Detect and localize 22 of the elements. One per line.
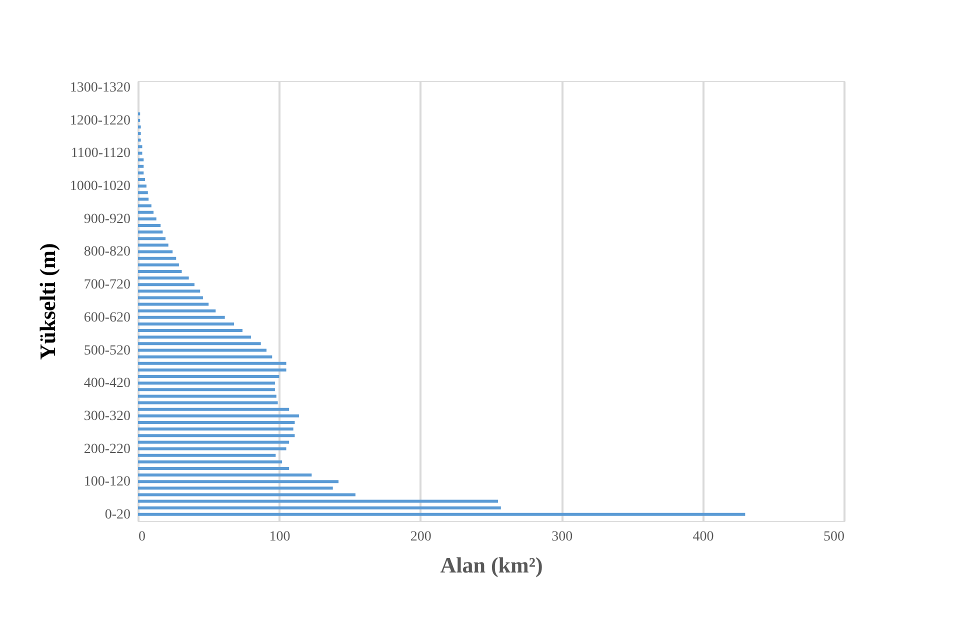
y-tick-label: 600-620 (84, 310, 130, 326)
y-axis-title: Yükselti (m) (34, 243, 60, 360)
y-tick-label: 700-720 (84, 278, 130, 293)
y-tick-label: 100-120 (84, 474, 130, 490)
x-tick-label: 100 (269, 530, 290, 544)
y-tick-label: 800-820 (84, 244, 130, 260)
y-tick-label: 1000-1020 (70, 179, 130, 194)
x-tick-label: 0 (138, 530, 146, 544)
y-tick-label: 400-420 (84, 376, 130, 392)
x-tick-label: 500 (824, 530, 844, 544)
x-axis-title: Alan (km²) (440, 552, 543, 578)
y-tick-label: 300-320 (84, 408, 130, 424)
x-tick-label: 200 (410, 530, 432, 544)
y-tick-label: 1200-1220 (70, 113, 130, 128)
x-tick-label: 400 (692, 530, 714, 544)
y-tick-label: 1100-1120 (70, 146, 130, 162)
x-tick-label: 300 (552, 530, 573, 544)
y-tick-label: 500-520 (84, 343, 130, 358)
y-tick-label: 200-220 (84, 442, 130, 457)
y-tick-label: 1300-1320 (70, 80, 130, 96)
y-tick-label: 900-920 (84, 212, 130, 227)
y-tick-label: 0-20 (104, 507, 130, 522)
